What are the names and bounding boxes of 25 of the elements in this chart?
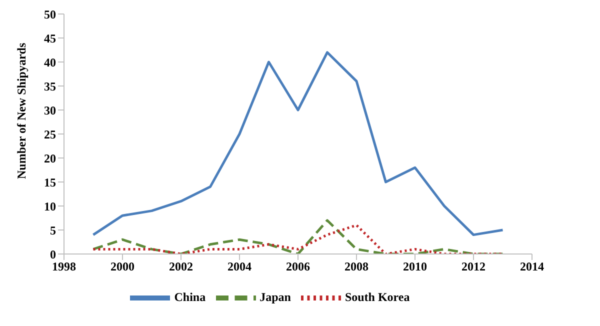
x-tick-label: 2014 — [520, 260, 544, 274]
x-tick-label: 2006 — [286, 260, 310, 274]
x-tick-label: 2000 — [110, 260, 134, 274]
x-tick-label: 2012 — [462, 260, 486, 274]
y-tick-label: 45 — [44, 31, 56, 46]
y-tick-label: 40 — [44, 55, 56, 70]
y-tick-label: 20 — [44, 151, 56, 166]
legend-label: South Korea — [344, 290, 410, 304]
y-tick-label: 0 — [50, 247, 56, 262]
x-tick-label: 1998 — [52, 260, 76, 274]
y-tick-label: 15 — [44, 175, 56, 190]
x-tick-label: 2010 — [403, 260, 427, 274]
y-tick-label: 35 — [44, 79, 56, 94]
x-tick-label: 2004 — [228, 260, 252, 274]
x-tick-label: 2002 — [169, 260, 193, 274]
y-tick-label: 25 — [44, 127, 56, 142]
y-tick-label: 5 — [50, 223, 56, 238]
x-tick-label: 2008 — [344, 260, 368, 274]
legend-label: China — [174, 290, 206, 304]
y-tick-label: 30 — [44, 103, 56, 118]
line-series — [92, 51, 504, 236]
y-tick-label: 50 — [44, 7, 56, 22]
y-axis-title: Number of New Shipyards — [14, 42, 28, 179]
legend-label: Japan — [260, 290, 291, 304]
y-tick-label: 10 — [44, 199, 56, 214]
